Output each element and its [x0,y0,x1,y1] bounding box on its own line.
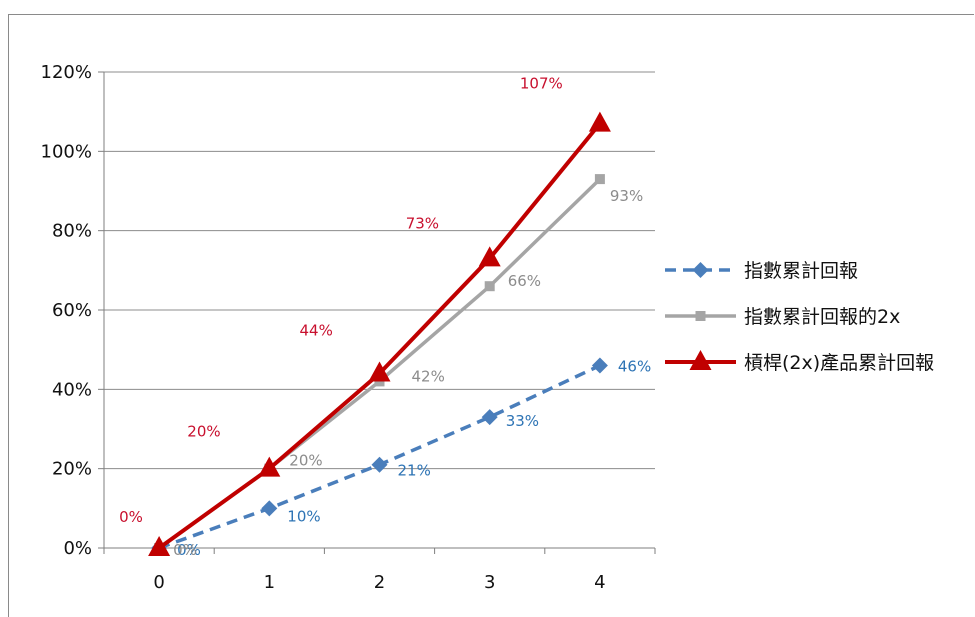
x-tick-label: 4 [594,572,605,593]
data-label: 73% [406,214,439,232]
data-label: 66% [508,272,541,290]
legend-swatch-marker [695,311,706,321]
data-label: 20% [187,423,220,441]
y-tick-label: 100% [41,141,92,162]
legend-swatch-marker [692,262,709,278]
data-label: 0% [119,508,143,526]
data-point [481,409,498,426]
data-labels: 0% 10% 21% 33% 46% 0% 20% 42% 66% 93% 0% 20% 44% 73% 1… [119,75,651,559]
x-tick-label: 1 [264,572,275,593]
series-group [148,111,611,556]
y-tick-label: 60% [52,300,92,321]
data-point [478,246,501,267]
data-label: 44% [300,321,333,339]
data-label: 42% [412,367,445,385]
data-point [588,111,611,132]
data-point [368,361,391,382]
data-point [258,456,281,477]
data-label: 0% [173,541,197,559]
data-point [484,281,495,292]
axes: 0% 20% 40% 60% 80% 100% 120% 0 1 2 3 4 [41,62,656,593]
data-point [148,536,171,556]
data-point [261,500,278,517]
data-label: 46% [618,358,651,376]
data-label: 21% [398,462,431,480]
x-tick-label: 2 [374,572,385,593]
legend-label: 指數累計回報的2x [744,306,900,328]
data-label: 33% [506,412,539,430]
gridlines [104,71,655,470]
x-tick-label: 3 [484,572,495,593]
data-point [371,456,388,473]
data-label: 107% [520,75,563,93]
y-tick-label: 20% [52,459,92,480]
chart-frame [8,14,974,617]
legend-label: 指數累計回報 [744,260,858,282]
legend-label: 槓桿(2x)產品累計回報 [744,352,934,374]
y-tick-label: 120% [41,62,92,83]
data-point [594,174,605,185]
data-label: 0% [177,541,201,559]
series-line [157,122,602,550]
y-tick-label: 80% [52,221,92,242]
data-label: 20% [289,452,322,470]
y-tick-label: 40% [52,379,92,400]
legend-swatch-marker [689,350,712,370]
x-tick-label: 0 [153,572,164,593]
data-point [591,357,608,374]
data-label: 10% [287,507,320,525]
data-label: 93% [610,187,643,205]
y-tick-label: 0% [63,538,92,559]
